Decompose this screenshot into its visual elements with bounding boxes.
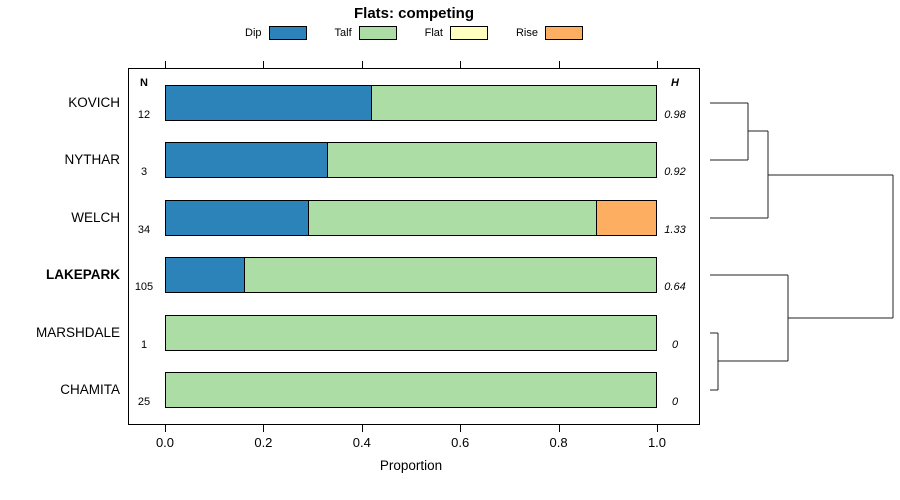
- x-tick-bottom: [460, 425, 462, 432]
- category-label: LAKEPARK: [46, 267, 120, 282]
- x-tick-label: 0.6: [451, 435, 470, 450]
- category-label: MARSHDALE: [35, 325, 120, 340]
- bar-segment-talf: [166, 373, 656, 407]
- h-value: 1.33: [664, 224, 686, 236]
- x-tick-top: [460, 61, 462, 68]
- x-tick-top: [558, 61, 560, 68]
- chart-title: Flats: competing: [353, 5, 474, 22]
- n-value: 105: [134, 281, 154, 293]
- bar-row: [165, 257, 657, 293]
- x-tick-label: 1.0: [647, 435, 667, 450]
- bar-segment-dip: [166, 86, 372, 120]
- n-value: 12: [137, 109, 151, 121]
- legend-item: Rise: [516, 26, 583, 40]
- legend-item: Flat: [425, 26, 488, 40]
- n-value: 1: [140, 339, 148, 351]
- bar-segment-talf: [166, 316, 656, 350]
- category-label: NYTHAR: [64, 152, 120, 167]
- legend-swatch: [268, 26, 307, 40]
- bar-row: [165, 142, 657, 178]
- bar-segment-dip: [166, 201, 308, 235]
- bar-row: [165, 315, 657, 351]
- x-tick-label: 0.8: [549, 435, 568, 450]
- category-label: CHAMITA: [60, 382, 120, 397]
- x-tick-bottom: [558, 425, 560, 432]
- legend-label: Talf: [334, 27, 352, 39]
- category-label: WELCH: [71, 210, 120, 225]
- bar-row: [165, 85, 657, 121]
- x-tick-top: [263, 61, 265, 68]
- legend-label: Dip: [245, 27, 262, 39]
- bar-segment-talf: [371, 86, 656, 120]
- bar-segment-talf: [327, 143, 656, 177]
- x-tick-bottom: [263, 425, 265, 432]
- plot-area: [128, 68, 700, 425]
- x-tick-bottom: [657, 425, 658, 432]
- x-tick-top: [361, 61, 363, 68]
- h-value: 0: [671, 339, 679, 351]
- x-tick-label: 0.2: [254, 435, 273, 450]
- x-tick-top: [657, 61, 658, 68]
- x-tick-label: 0.0: [155, 435, 175, 450]
- legend-swatch: [449, 26, 488, 40]
- h-value: 0.92: [664, 166, 686, 178]
- x-tick-top: [165, 61, 166, 68]
- legend-label: Rise: [515, 27, 538, 39]
- n-value: 34: [137, 224, 151, 236]
- legend-item: Dip: [245, 26, 307, 40]
- h-value: 0.98: [664, 109, 686, 121]
- h-value: 0.64: [664, 281, 686, 293]
- x-axis-label: Proportion: [379, 458, 443, 473]
- x-tick-label: 0.4: [352, 435, 371, 450]
- bar-segment-dip: [166, 258, 245, 292]
- legend-swatch: [545, 26, 583, 40]
- h-value: 0: [671, 396, 679, 408]
- bar-row: [165, 372, 657, 408]
- bar-segment-talf: [244, 258, 656, 292]
- legend-item: Talf: [335, 26, 397, 40]
- bar-segment-talf: [307, 201, 597, 235]
- legend: Dip Talf Flat Rise: [128, 24, 700, 42]
- n-column-header: N: [140, 77, 148, 89]
- legend-swatch: [358, 26, 397, 40]
- bar-segment-rise: [596, 201, 656, 235]
- category-label: KOVICH: [68, 95, 120, 110]
- x-tick-bottom: [165, 425, 166, 432]
- n-value: 25: [137, 396, 151, 408]
- bar-segment-dip: [166, 143, 328, 177]
- legend-label: Flat: [424, 27, 443, 39]
- n-value: 3: [140, 166, 148, 178]
- h-column-header: H: [671, 77, 679, 89]
- bar-row: [165, 200, 657, 236]
- x-tick-bottom: [361, 425, 363, 432]
